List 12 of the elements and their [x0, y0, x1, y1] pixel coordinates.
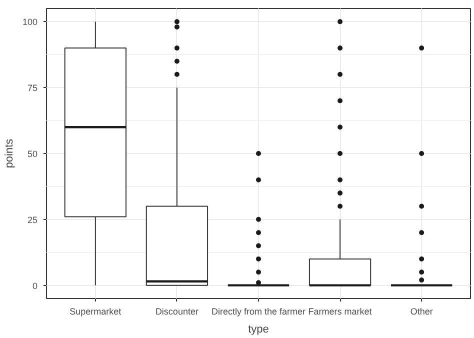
x-tick-label: Directly from the farmer	[211, 306, 306, 316]
y-tick-label: 75	[27, 83, 38, 94]
x-tick-label: Other	[410, 306, 433, 316]
x-tick-label: Farmers market	[308, 306, 372, 316]
y-tick-label: 25	[27, 214, 38, 225]
x-tick-label: Discounter	[155, 306, 198, 316]
y-tick-label: 100	[22, 17, 38, 28]
x-tick-label: Supermarket	[70, 306, 122, 316]
y-tick-label: 0	[32, 280, 38, 291]
y-axis-title: points	[3, 138, 16, 168]
x-axis-title: type	[248, 324, 269, 336]
y-tick-label: 50	[27, 149, 38, 159]
